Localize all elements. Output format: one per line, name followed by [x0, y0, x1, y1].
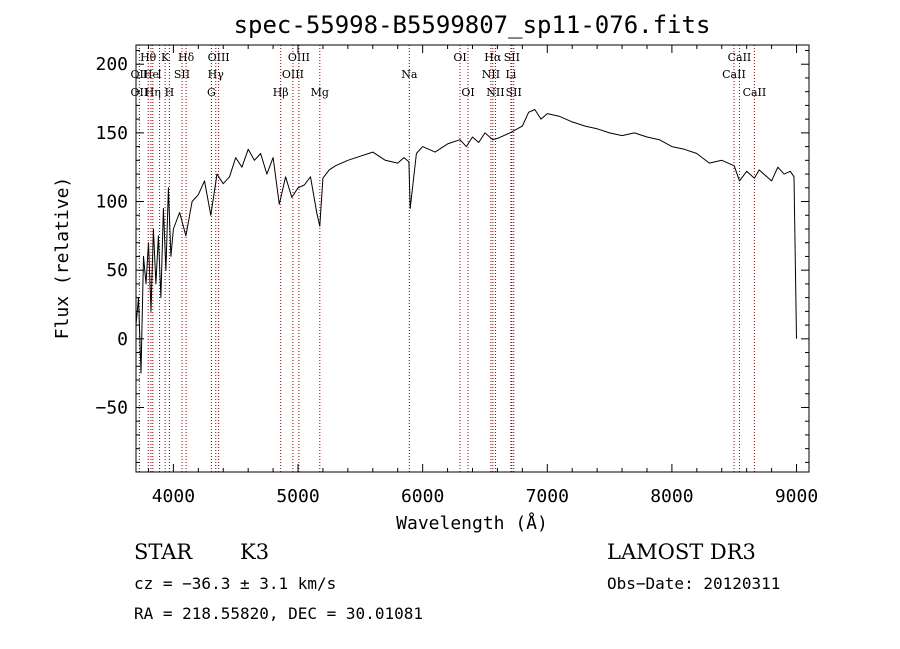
- obs-date: Obs−Date: 20120311: [607, 574, 781, 593]
- coordinates-text: RA = 218.55820, DEC = 30.01081: [134, 604, 423, 623]
- spectral-line-label: NII: [482, 68, 500, 81]
- chart-title: spec-55998-B5599807_sp11-076.fits: [234, 11, 711, 39]
- redshift-text: cz = −36.3 ± 3.1 km/s: [134, 574, 337, 593]
- x-tick-label: 9000: [775, 486, 818, 507]
- spectral-line-label: SII: [506, 86, 522, 99]
- y-tick-label: 50: [106, 260, 128, 281]
- spectral-line-label: OII: [131, 86, 149, 99]
- y-tick-label: −50: [95, 397, 128, 418]
- y-tick-label: 150: [95, 123, 128, 144]
- spectral-line-label: OIII: [282, 68, 304, 81]
- object-class: STAR: [134, 540, 193, 564]
- spectrum-series: [135, 109, 797, 374]
- spectral-line-label: Na: [401, 68, 418, 81]
- spectral-line-label: H: [165, 86, 175, 99]
- spectral-line-label: OIII: [208, 51, 230, 64]
- spectral-line-label: CaII: [728, 51, 752, 64]
- spectral-line-label: Hη: [145, 86, 161, 99]
- x-tick-label: 4000: [152, 486, 195, 507]
- x-axis-label: Wavelength (Å): [396, 512, 548, 534]
- spectral-line-label: Hγ: [208, 68, 225, 81]
- spectral-line-label: CaII: [722, 68, 746, 81]
- spectral-line-label: Hδ: [178, 51, 195, 64]
- spectral-line-label: OII: [131, 68, 149, 81]
- object-subclass: K3: [240, 540, 270, 564]
- spectral-line-label: I: [157, 68, 161, 81]
- y-axis-label: Flux (relative): [52, 177, 73, 340]
- spectral-line-label: Li: [505, 68, 516, 81]
- spectral-line-label: OIII: [288, 51, 310, 64]
- spectral-line-label: Hβ: [273, 86, 289, 99]
- x-tick-label: 8000: [650, 486, 693, 507]
- spectral-line-label: OI: [461, 86, 474, 99]
- spectral-line-label: SII: [174, 68, 190, 81]
- y-axis-ticks: −50 0 50 100 150 200: [95, 49, 809, 463]
- spectral-line-label: He: [143, 68, 159, 81]
- spectrum-line: [135, 109, 797, 374]
- spectral-line-markers: [138, 45, 755, 472]
- spectral-line-label: Hα: [484, 51, 502, 64]
- spectrum-chart: spec-55998-B5599807_sp11-076.fits 4000 50…: [52, 11, 818, 534]
- spectral-line-label: NII: [486, 86, 504, 99]
- survey-name: LAMOST DR3: [607, 540, 756, 564]
- spectral-line-label: K: [161, 51, 170, 64]
- spectral-line-label: Mg: [311, 86, 329, 99]
- spectral-line-label: G: [207, 86, 216, 99]
- x-tick-label: 7000: [526, 486, 569, 507]
- y-tick-label: 200: [95, 54, 128, 75]
- spectral-line-label: Hθ: [140, 51, 157, 64]
- spectral-line-label: OI: [453, 51, 466, 64]
- x-axis-ticks: 4000 5000 6000 7000 8000 9000: [147, 45, 818, 507]
- y-tick-label: 0: [117, 329, 128, 350]
- x-tick-label: 5000: [276, 486, 319, 507]
- x-tick-label: 6000: [401, 486, 444, 507]
- spectral-line-label: SII: [504, 51, 520, 64]
- y-tick-label: 100: [95, 192, 128, 213]
- spectral-line-label: CaII: [743, 86, 767, 99]
- plot-frame: [135, 44, 810, 473]
